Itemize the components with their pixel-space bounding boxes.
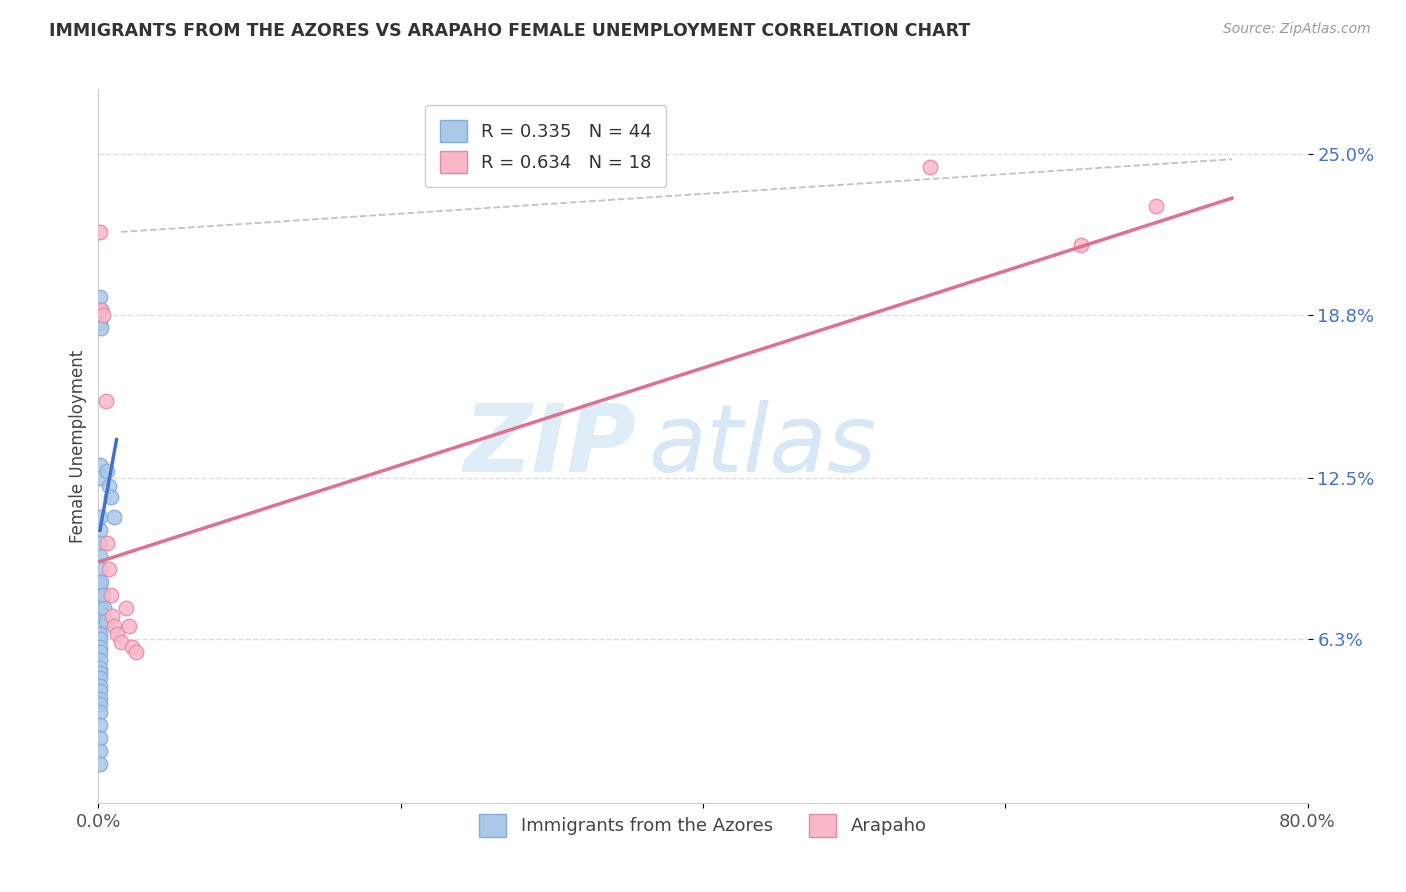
Point bbox=[89, 653, 111, 667]
Point bbox=[89, 731, 111, 745]
Point bbox=[121, 640, 143, 654]
Point bbox=[96, 536, 118, 550]
Point bbox=[918, 160, 941, 174]
Point bbox=[89, 679, 111, 693]
Point bbox=[1144, 199, 1167, 213]
Point bbox=[89, 645, 111, 659]
Point bbox=[103, 510, 125, 524]
Point bbox=[89, 619, 111, 633]
Point bbox=[89, 756, 111, 771]
Point bbox=[89, 697, 111, 711]
Point bbox=[89, 632, 111, 647]
Y-axis label: Female Unemployment: Female Unemployment bbox=[69, 350, 87, 542]
Point bbox=[96, 464, 118, 478]
Point bbox=[100, 490, 122, 504]
Point bbox=[90, 321, 112, 335]
Point bbox=[89, 582, 111, 597]
Text: Source: ZipAtlas.com: Source: ZipAtlas.com bbox=[1223, 22, 1371, 37]
Point bbox=[89, 640, 111, 654]
Point bbox=[90, 302, 112, 317]
Point bbox=[100, 588, 122, 602]
Point bbox=[89, 225, 111, 239]
Point bbox=[1070, 238, 1092, 252]
Point bbox=[89, 671, 111, 685]
Point bbox=[89, 627, 111, 641]
Point bbox=[91, 308, 114, 322]
Point bbox=[89, 290, 111, 304]
Point bbox=[91, 588, 114, 602]
Point bbox=[98, 562, 121, 576]
Point bbox=[89, 692, 111, 706]
Point bbox=[89, 458, 111, 473]
Point bbox=[110, 635, 132, 649]
Point bbox=[89, 549, 111, 564]
Text: IMMIGRANTS FROM THE AZORES VS ARAPAHO FEMALE UNEMPLOYMENT CORRELATION CHART: IMMIGRANTS FROM THE AZORES VS ARAPAHO FE… bbox=[49, 22, 970, 40]
Point bbox=[89, 666, 111, 681]
Point bbox=[90, 575, 112, 590]
Point bbox=[105, 627, 128, 641]
Point bbox=[89, 524, 111, 538]
Point bbox=[89, 588, 111, 602]
Point bbox=[89, 575, 111, 590]
Point bbox=[89, 593, 111, 607]
Text: ZIP: ZIP bbox=[464, 400, 637, 492]
Point bbox=[89, 601, 111, 615]
Point bbox=[89, 510, 111, 524]
Point bbox=[125, 645, 148, 659]
Point bbox=[89, 607, 111, 621]
Point bbox=[89, 744, 111, 758]
Point bbox=[89, 316, 111, 330]
Point bbox=[90, 471, 112, 485]
Point bbox=[103, 619, 125, 633]
Point bbox=[90, 302, 112, 317]
Legend: Immigrants from the Azores, Arapaho: Immigrants from the Azores, Arapaho bbox=[472, 807, 934, 844]
Point bbox=[89, 661, 111, 675]
Point bbox=[89, 705, 111, 719]
Point bbox=[93, 601, 115, 615]
Point bbox=[98, 479, 121, 493]
Point bbox=[118, 619, 141, 633]
Point bbox=[114, 601, 136, 615]
Point bbox=[89, 562, 111, 576]
Text: atlas: atlas bbox=[648, 401, 877, 491]
Point bbox=[94, 393, 117, 408]
Point bbox=[89, 718, 111, 732]
Point bbox=[89, 684, 111, 698]
Point bbox=[101, 609, 124, 624]
Point bbox=[94, 614, 117, 628]
Point bbox=[89, 614, 111, 628]
Point bbox=[89, 536, 111, 550]
